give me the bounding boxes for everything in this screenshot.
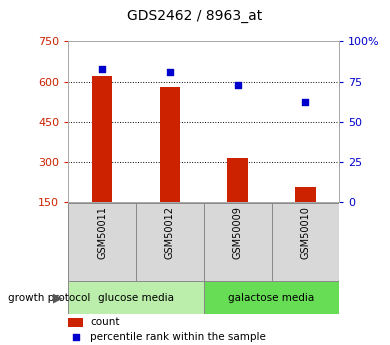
Text: count: count: [90, 317, 119, 327]
Bar: [295, 187, 316, 202]
Text: ▶: ▶: [53, 291, 62, 304]
Text: percentile rank within the sample: percentile rank within the sample: [90, 332, 266, 342]
Point: [167, 69, 173, 75]
Text: GSM50012: GSM50012: [165, 206, 175, 259]
Point: [99, 66, 105, 71]
Point: [234, 82, 241, 88]
Bar: [68, 318, 83, 327]
Text: glucose media: glucose media: [98, 293, 174, 303]
Text: growth protocol: growth protocol: [8, 293, 90, 303]
Bar: [204, 281, 339, 314]
Bar: [160, 87, 180, 202]
Bar: [68, 281, 204, 314]
Bar: [92, 76, 112, 202]
Text: GSM50011: GSM50011: [97, 206, 107, 259]
Point: [73, 334, 79, 340]
Text: GSM50010: GSM50010: [300, 206, 310, 259]
Text: GDS2462 / 8963_at: GDS2462 / 8963_at: [128, 9, 262, 23]
Point: [302, 100, 308, 105]
Text: GSM50009: GSM50009: [233, 206, 243, 259]
Text: galactose media: galactose media: [229, 293, 315, 303]
Bar: [227, 158, 248, 202]
